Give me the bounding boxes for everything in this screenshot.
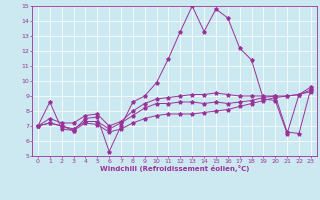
X-axis label: Windchill (Refroidissement éolien,°C): Windchill (Refroidissement éolien,°C): [100, 165, 249, 172]
